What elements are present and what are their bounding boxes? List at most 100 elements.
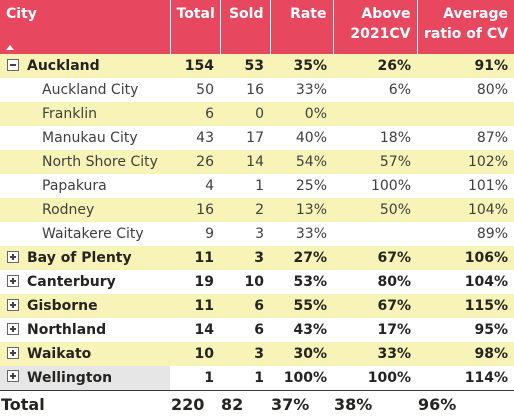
group-city-cell[interactable]: Northland <box>0 318 170 342</box>
avg-cell: 95% <box>417 318 514 342</box>
column-header-city[interactable]: City <box>0 0 170 54</box>
column-header-sold-label: Sold <box>228 6 264 22</box>
rate-cell: 100% <box>270 366 333 390</box>
total-rate-cell: 37% <box>270 389 333 419</box>
child-row[interactable]: Franklin 6 0 0% <box>0 102 514 126</box>
total-total-cell: 220 <box>170 389 220 419</box>
city-label: Waitakere City <box>42 226 144 242</box>
avg-cell: 114% <box>417 366 514 390</box>
child-city-cell[interactable]: Franklin <box>0 102 170 126</box>
city-label: Canterbury <box>27 274 116 290</box>
city-label: Gisborne <box>27 298 98 314</box>
expand-icon[interactable] <box>7 370 19 383</box>
column-header-rate[interactable]: Rate <box>269 0 333 54</box>
child-city-cell[interactable]: North Shore City <box>0 150 170 174</box>
group-row[interactable]: Canterbury 19 10 53% 80% 104% <box>0 270 514 294</box>
total-cell: 11 <box>170 294 220 318</box>
expand-icon[interactable] <box>7 322 19 335</box>
sold-cell: 3 <box>220 222 270 246</box>
avg-cell: 104% <box>417 270 514 294</box>
column-header-above-2021cv[interactable]: Above 2021CV <box>332 0 417 54</box>
column-header-avg-label: Average ratio of CV <box>423 6 508 42</box>
above-cell: 33% <box>333 342 417 366</box>
total-cell: 50 <box>170 78 220 102</box>
column-header-average-ratio[interactable]: Average ratio of CV <box>416 0 514 54</box>
city-label: Rodney <box>42 202 95 218</box>
expand-icon[interactable] <box>7 346 19 359</box>
group-city-cell[interactable]: Wellington <box>0 366 170 390</box>
sold-cell: 6 <box>220 318 270 342</box>
column-header-total[interactable]: Total <box>169 0 220 54</box>
avg-cell <box>417 102 514 126</box>
rate-cell: 55% <box>270 294 333 318</box>
above-cell: 100% <box>333 366 417 390</box>
city-label: Manukau City <box>42 130 138 146</box>
group-row[interactable]: Auckland 154 53 35% 26% 91% <box>0 54 514 78</box>
child-row[interactable]: Auckland City 50 16 33% 6% 80% <box>0 78 514 102</box>
group-row[interactable]: Waikato 10 3 30% 33% 98% <box>0 342 514 366</box>
sort-ascending-icon[interactable] <box>6 45 14 50</box>
child-city-cell[interactable]: Manukau City <box>0 126 170 150</box>
total-cell: 6 <box>170 102 220 126</box>
total-cell: 154 <box>170 54 220 78</box>
total-above-cell: 38% <box>333 389 417 419</box>
group-row[interactable]: Gisborne 11 6 55% 67% 115% <box>0 294 514 318</box>
child-city-cell[interactable]: Waitakere City <box>0 222 170 246</box>
child-row[interactable]: Papakura 4 1 25% 100% 101% <box>0 174 514 198</box>
child-city-cell[interactable]: Rodney <box>0 198 170 222</box>
group-row[interactable]: Bay of Plenty 11 3 27% 67% 106% <box>0 246 514 270</box>
total-cell: 1 <box>170 366 220 390</box>
collapse-icon[interactable] <box>7 58 19 71</box>
above-cell: 17% <box>333 318 417 342</box>
child-row[interactable]: Rodney 16 2 13% 50% 104% <box>0 198 514 222</box>
sold-cell: 3 <box>220 342 270 366</box>
city-label: Auckland <box>27 58 100 74</box>
city-label: North Shore City <box>42 154 158 170</box>
child-row[interactable]: Manukau City 43 17 40% 18% 87% <box>0 126 514 150</box>
avg-cell: 102% <box>417 150 514 174</box>
city-label: Bay of Plenty <box>27 250 132 266</box>
above-cell <box>333 102 417 126</box>
sold-cell: 10 <box>220 270 270 294</box>
total-sold-cell: 82 <box>220 389 270 419</box>
sold-cell: 16 <box>220 78 270 102</box>
child-row[interactable]: North Shore City 26 14 54% 57% 102% <box>0 150 514 174</box>
sold-cell: 1 <box>220 366 270 390</box>
child-row[interactable]: Waitakere City 9 3 33% 89% <box>0 222 514 246</box>
column-header-sold[interactable]: Sold <box>219 0 270 54</box>
group-city-cell[interactable]: Waikato <box>0 342 170 366</box>
group-city-cell[interactable]: Canterbury <box>0 270 170 294</box>
sold-cell: 53 <box>220 54 270 78</box>
avg-cell: 87% <box>417 126 514 150</box>
above-cell: 100% <box>333 174 417 198</box>
above-cell <box>333 222 417 246</box>
total-cell: 16 <box>170 198 220 222</box>
avg-cell: 101% <box>417 174 514 198</box>
avg-cell: 89% <box>417 222 514 246</box>
group-city-cell[interactable]: Gisborne <box>0 294 170 318</box>
expand-icon[interactable] <box>7 298 19 311</box>
avg-cell: 80% <box>417 78 514 102</box>
sold-cell: 14 <box>220 150 270 174</box>
group-city-cell[interactable]: Auckland <box>0 54 170 78</box>
above-cell: 80% <box>333 270 417 294</box>
rate-cell: 30% <box>270 342 333 366</box>
expand-icon[interactable] <box>7 250 19 263</box>
expand-icon[interactable] <box>7 274 19 287</box>
above-cell: 50% <box>333 198 417 222</box>
avg-cell: 104% <box>417 198 514 222</box>
sold-cell: 1 <box>220 174 270 198</box>
avg-cell: 98% <box>417 342 514 366</box>
group-city-cell[interactable]: Bay of Plenty <box>0 246 170 270</box>
child-city-cell[interactable]: Auckland City <box>0 78 170 102</box>
rate-cell: 13% <box>270 198 333 222</box>
group-row[interactable]: Wellington 1 1 100% 100% 114% <box>0 366 514 390</box>
above-cell: 18% <box>333 126 417 150</box>
total-label: Total <box>0 389 170 419</box>
above-cell: 57% <box>333 150 417 174</box>
above-cell: 26% <box>333 54 417 78</box>
group-row[interactable]: Northland 14 6 43% 17% 95% <box>0 318 514 342</box>
child-city-cell[interactable]: Papakura <box>0 174 170 198</box>
header-row: City Total Sold Rate Above 2021CV Averag… <box>0 0 514 54</box>
